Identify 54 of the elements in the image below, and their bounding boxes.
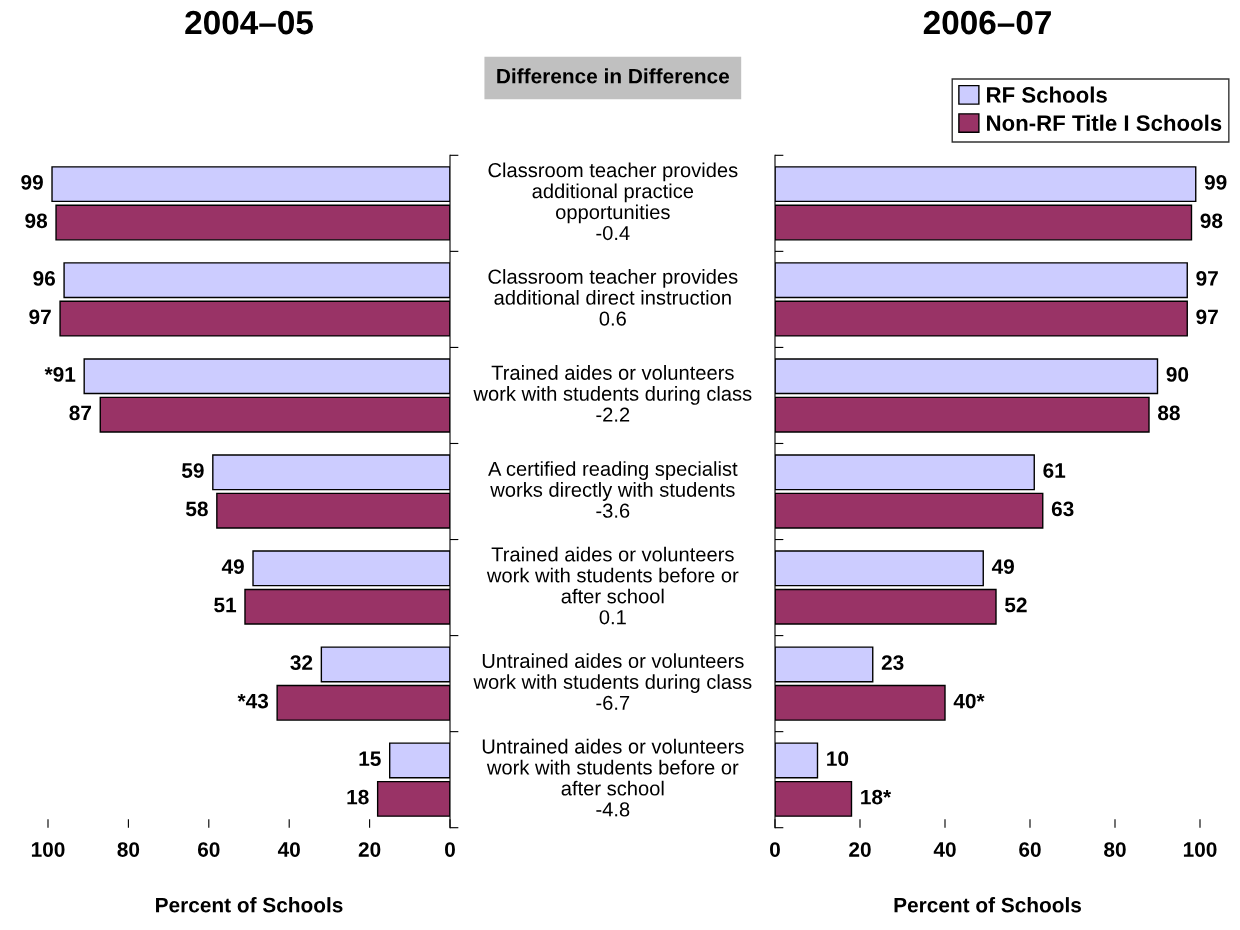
data-label: *91 <box>44 367 76 382</box>
y-tick-label: Trained aides or volunteers work with students before or after school 0.1 <box>486 546 739 625</box>
x-tick-label: 60 <box>197 842 220 857</box>
x-tick-label: 0 <box>770 842 780 857</box>
data-label: 18* <box>861 789 892 805</box>
data-label: 61 <box>1043 463 1066 478</box>
chart-title: 2006–07 <box>923 10 1051 35</box>
x-tick-label: 80 <box>1104 842 1126 857</box>
data-label: 18 <box>347 789 369 805</box>
data-label: 51 <box>214 597 237 613</box>
legend-label: RF Schools <box>987 86 1107 103</box>
data-label: 97 <box>29 309 51 325</box>
data-label: 58 <box>185 501 208 517</box>
x-tick-label: 20 <box>358 842 381 857</box>
data-label: 98 <box>25 213 48 229</box>
x-tick-label: 100 <box>31 842 65 857</box>
data-label: 52 <box>1004 597 1027 613</box>
x-axis-title: Percent of Schools <box>894 897 1081 913</box>
legend-label: Non-RF Title I Schools <box>987 114 1222 131</box>
data-label: 90 <box>1166 367 1189 382</box>
text: Difference in Difference <box>497 68 730 84</box>
y-tick-label: Trained aides or volunteers work with students during class -2.2 <box>473 365 752 422</box>
data-label: 97 <box>1196 271 1218 286</box>
data-label: 40* <box>953 693 985 709</box>
x-tick-label: 0 <box>445 842 455 857</box>
x-tick-label: 40 <box>933 842 956 857</box>
data-label: 87 <box>69 405 92 421</box>
data-label: 59 <box>181 463 204 478</box>
data-label: 99 <box>1204 174 1227 190</box>
chart-title: 2004–05 <box>185 10 313 35</box>
data-label: 88 <box>1157 405 1180 421</box>
data-label: 96 <box>33 271 55 286</box>
x-tick-label: 40 <box>277 842 300 857</box>
x-tick-label: 80 <box>117 842 140 857</box>
data-label: 15 <box>359 751 381 767</box>
x-tick-label: 100 <box>1183 842 1217 857</box>
data-label: 99 <box>21 174 43 190</box>
x-tick-label: 20 <box>849 842 871 857</box>
data-label: 23 <box>881 655 904 671</box>
y-tick-label: Classroom teacher provides additional practice opportunities -0.4 <box>488 162 738 241</box>
data-label: 49 <box>991 559 1014 574</box>
y-tick-label: Classroom teacher provides additional direct instruction 0.6 <box>488 269 738 326</box>
data-label: 98 <box>1200 213 1223 229</box>
data-label: 49 <box>221 559 244 574</box>
data-label: 10 <box>827 751 849 767</box>
x-axis-title: Percent of Schools <box>156 897 343 913</box>
data-label: *43 <box>237 693 269 709</box>
data-label: 63 <box>1051 501 1074 517</box>
data-label: 32 <box>290 655 313 671</box>
x-tick-label: 60 <box>1019 842 1041 857</box>
y-tick-label: Untrained aides or volunteers work with students before or after school -4.8 <box>482 738 744 817</box>
y-tick-label: A certified reading specialist works directly with students -3.6 <box>488 461 738 518</box>
y-tick-label: Untrained aides or volunteers work with students during class -6.7 <box>473 653 752 710</box>
data-label: 97 <box>1196 309 1218 325</box>
